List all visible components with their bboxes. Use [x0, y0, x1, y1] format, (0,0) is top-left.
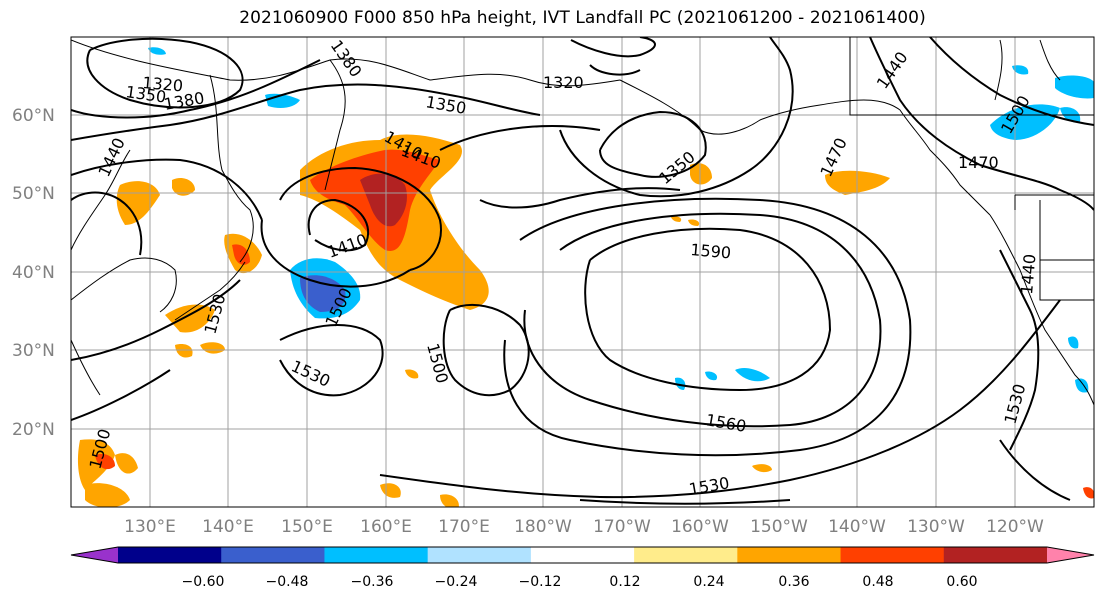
lon-label: 170°W: [593, 517, 651, 537]
lon-label: 170°E: [438, 517, 490, 537]
lon-label: 150°E: [281, 517, 333, 537]
ivt-positive-shading: [77, 134, 1094, 507]
colorbar-tick-label: −0.48: [266, 574, 309, 590]
latitude-labels: 60°N 50°N 40°N 30°N 20°N: [12, 106, 55, 440]
contour-label: 1590: [690, 240, 732, 262]
lat-label: 20°N: [12, 420, 55, 440]
colorbar-tick-label: 0.60: [946, 574, 977, 590]
contour-label: 1320: [142, 73, 184, 95]
map-frame: [70, 36, 1095, 508]
colorbar-tick-label: 0.48: [862, 574, 893, 590]
map-title: 2021060900 F000 850 hPa height, IVT Land…: [239, 8, 926, 28]
lon-label: 130°W: [907, 517, 965, 537]
colorbar-tick-labels: −0.60 −0.48 −0.36 −0.24 −0.12 0.12 0.24 …: [182, 574, 978, 590]
lon-label: 140°E: [202, 517, 254, 537]
lon-label: 120°W: [986, 517, 1044, 537]
colorbar-extend-min: [71, 547, 118, 563]
lon-label: 160°E: [360, 517, 412, 537]
colorbar-segment: [530, 547, 635, 563]
colorbar-segment: [840, 547, 945, 563]
colorbar-outline: [70, 546, 1095, 564]
colorbar-tick-label: 0.24: [693, 574, 724, 590]
colorbar-tick-label: −0.12: [519, 574, 562, 590]
lon-label: 140°W: [828, 517, 886, 537]
colorbar-tick-label: 0.12: [609, 574, 640, 590]
height-contours: [71, 37, 1094, 505]
colorbar-tick-label: −0.60: [182, 574, 225, 590]
lon-label: 130°E: [124, 517, 176, 537]
colorbar-tick-label: −0.36: [351, 574, 394, 590]
colorbar-segment: [221, 547, 325, 563]
colorbar-segment: [324, 547, 429, 563]
colorbar-segment: [118, 547, 222, 563]
lon-label: 180°W: [514, 517, 572, 537]
colorbar-extend-max: [1047, 547, 1094, 563]
lat-label: 40°N: [12, 263, 55, 283]
lon-label: 160°W: [671, 517, 729, 537]
contour-label: 1470: [958, 153, 999, 172]
contour-label: 1320: [543, 73, 584, 92]
colorbar-segment: [737, 547, 842, 563]
colorbar-segment: [943, 547, 1048, 563]
lat-label: 60°N: [12, 106, 55, 126]
colorbar: [70, 546, 1095, 564]
coastlines: [71, 37, 1094, 406]
colorbar-tick-label: −0.24: [435, 574, 478, 590]
longitude-labels: 130°E 140°E 150°E 160°E 170°E 180°W 170°…: [124, 517, 1044, 537]
lon-label: 150°W: [750, 517, 808, 537]
lat-label: 30°N: [12, 341, 55, 361]
colorbar-tick-label: 0.36: [778, 574, 809, 590]
colorbar-segment: [427, 547, 532, 563]
colorbar-segment: [634, 547, 738, 563]
lat-label: 50°N: [12, 184, 55, 204]
contour-label: 1440: [1017, 253, 1039, 295]
